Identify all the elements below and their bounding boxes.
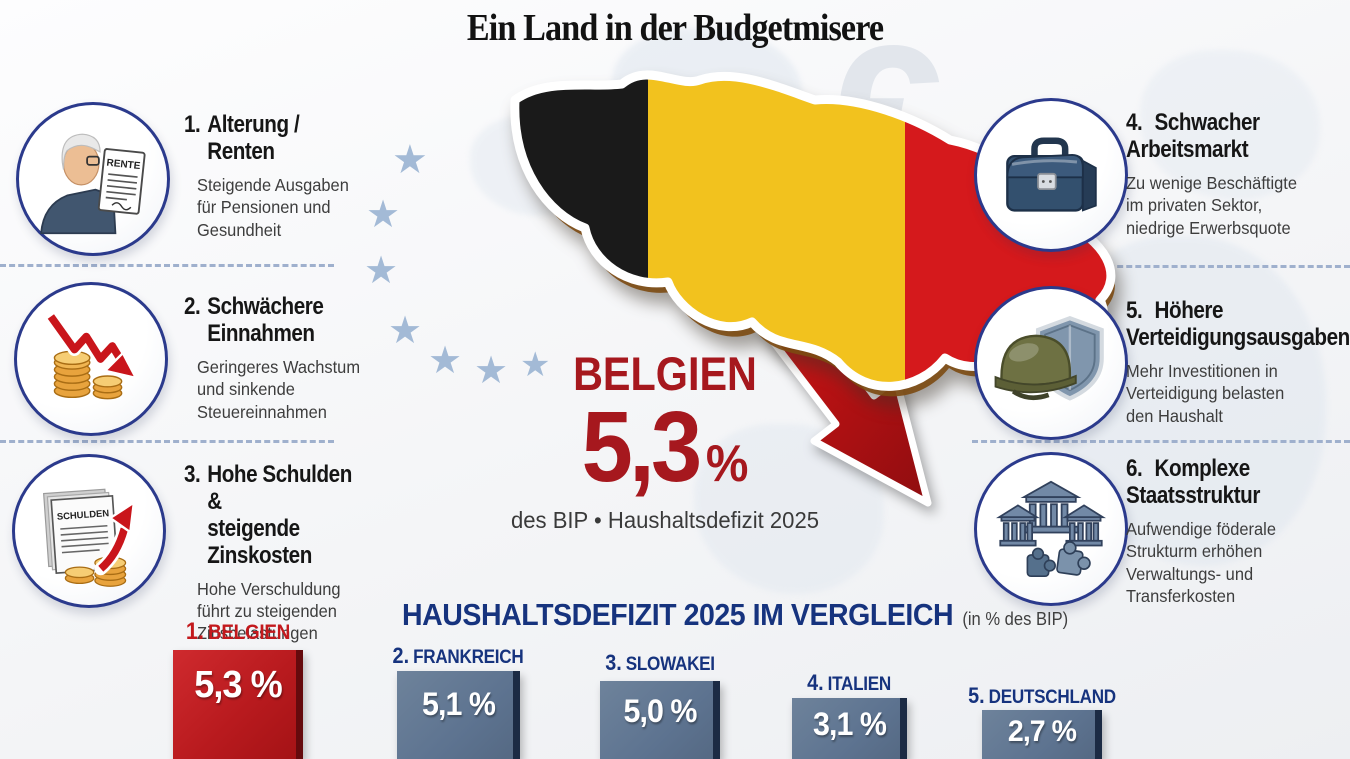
bar-label-deutschland: 5. DEUTSCHLAND bbox=[968, 683, 1116, 708]
deficit-value: 5,3 % bbox=[511, 397, 818, 497]
factor-title: Komplexe Staatsstruktur bbox=[1126, 455, 1260, 509]
bar-belgien: 5,3 % bbox=[173, 650, 303, 759]
factor-number: 5. bbox=[1126, 297, 1143, 324]
chart-title: HAUSHALTSDEFIZIT 2025 IM VERGLEICH (in %… bbox=[402, 597, 1068, 633]
factor-title: Höhere Verteidigungsausgaben bbox=[1126, 297, 1350, 351]
factor-description: Aufwendige föderale Strukturm erhöhen Ve… bbox=[1126, 518, 1276, 606]
background-map-blob bbox=[1140, 50, 1320, 200]
debt-document-coins-rising-arrow-icon: SCHULDEN bbox=[43, 488, 136, 587]
bar-deutschland: 2,7 % bbox=[982, 710, 1102, 759]
page-title: Ein Land in der Budgetmisere bbox=[466, 7, 884, 49]
factor-4: 4. Schwacher Arbeitsmarkt Zu wenige Besc… bbox=[1126, 109, 1348, 239]
factor-3: 3. Hohe Schulden & steigende Zinskosten … bbox=[184, 461, 399, 645]
country-label: BELGIEN bbox=[573, 347, 757, 400]
divider-right-1 bbox=[972, 265, 1350, 268]
percent-sign: % bbox=[705, 435, 749, 493]
deficit-number: 5,3 bbox=[581, 391, 703, 503]
factor-2: 2. Schwächere Einnahmen Geringeres Wachs… bbox=[184, 293, 389, 423]
bar-label-slowakei: 3. SLOWAKEI bbox=[605, 650, 715, 675]
factor-description: Zu wenige Beschäftigte im privaten Sekto… bbox=[1126, 172, 1298, 238]
factor-5: 5. Höhere Verteidigungsausgaben Mehr Inv… bbox=[1126, 297, 1350, 427]
pensioner-rente-document-icon: RENTE bbox=[40, 133, 146, 235]
bar-value: 5,3 % bbox=[194, 664, 283, 706]
bar-value: 3,1 % bbox=[812, 706, 887, 742]
divider-left-1 bbox=[0, 264, 334, 267]
divider-right-2 bbox=[972, 440, 1350, 443]
briefcase-icon bbox=[1006, 137, 1097, 212]
bar-label-frankreich: 2. FRANKREICH bbox=[392, 643, 524, 668]
bar-italien: 3,1 % bbox=[792, 698, 907, 759]
factor-2-circle bbox=[14, 282, 168, 436]
factor-title: Alterung / Renten bbox=[207, 111, 300, 165]
factor-title: Hohe Schulden & steigende Zinskosten bbox=[207, 461, 352, 569]
factor-number: 3. bbox=[184, 461, 201, 488]
factor-6-circle bbox=[974, 452, 1128, 606]
helmet-shield-icon bbox=[994, 315, 1104, 401]
factor-title: Schwächere Einnahmen bbox=[207, 293, 324, 347]
factor-title: Schwacher Arbeitsmarkt bbox=[1126, 109, 1260, 163]
central-stat-block: BELGIEN 5,3 % des BIP • Haushaltsdefizit… bbox=[498, 346, 832, 534]
factor-number: 1. bbox=[184, 111, 201, 138]
factor-description: Mehr Investitionen in Verteidigung belas… bbox=[1126, 360, 1285, 426]
factor-number: 6. bbox=[1126, 455, 1143, 482]
factor-1: 1. Alterung / Renten Steigende Ausgaben … bbox=[184, 111, 389, 241]
factor-description: Hohe Verschuldung führt zu steigenden Zi… bbox=[197, 578, 341, 644]
factor-3-circle: SCHULDEN bbox=[12, 454, 166, 608]
bar-frankreich: 5,1 % bbox=[397, 671, 520, 759]
factor-description: Steigende Ausgaben für Pensionen und Ges… bbox=[197, 174, 349, 240]
chart-title-text: HAUSHALTSDEFIZIT 2025 IM VERGLEICH bbox=[402, 597, 954, 632]
chart-subtitle: (in % des BIP) bbox=[962, 609, 1069, 629]
factor-description: Geringeres Wachstum und sinkende Steuere… bbox=[197, 356, 361, 422]
bar-label-italien: 4. ITALIEN bbox=[807, 670, 891, 695]
deficit-caption: des BIP • Haushaltsdefizit 2025 bbox=[510, 507, 820, 533]
factor-number: 4. bbox=[1126, 109, 1143, 136]
coins-declining-arrow-icon bbox=[44, 310, 139, 400]
government-buildings-puzzle-icon bbox=[995, 480, 1107, 578]
bar-label-belgien: 1. BELGIEN bbox=[185, 618, 291, 645]
bar-value: 2,7 % bbox=[1007, 715, 1077, 748]
bar-value: 5,0 % bbox=[623, 693, 697, 729]
factor-1-circle: RENTE bbox=[16, 102, 170, 256]
bar-slowakei: 5,0 % bbox=[600, 681, 720, 759]
factor-4-circle bbox=[974, 98, 1128, 252]
svg-text:SCHULDEN: SCHULDEN bbox=[56, 507, 109, 522]
svg-text:RENTE: RENTE bbox=[106, 158, 141, 173]
divider-left-2 bbox=[0, 440, 334, 443]
factor-6: 6. Komplexe Staatsstruktur Aufwendige fö… bbox=[1126, 455, 1348, 607]
bar-value: 5,1 % bbox=[421, 686, 496, 722]
factor-number: 2. bbox=[184, 293, 201, 320]
factor-5-circle bbox=[974, 286, 1128, 440]
